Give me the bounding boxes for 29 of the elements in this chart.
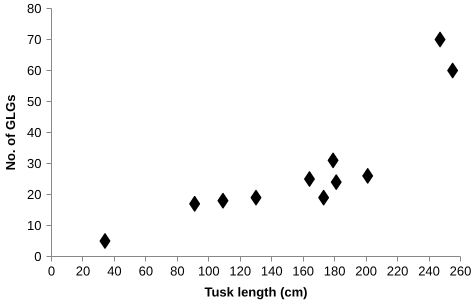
x-tick-label: 260 xyxy=(450,264,472,278)
y-tick-label: 20 xyxy=(27,187,42,202)
point xyxy=(99,233,110,249)
x-tick-label: 180 xyxy=(324,264,346,278)
y-tick-label: 50 xyxy=(27,94,42,109)
y-axis-title: No. of GLGs xyxy=(3,94,18,170)
y-tick-label: 30 xyxy=(27,156,42,171)
x-axis-title: Tusk length (cm) xyxy=(204,284,308,300)
point xyxy=(434,32,446,48)
x-tick-label: 100 xyxy=(198,264,220,278)
y-tick-label: 60 xyxy=(27,63,42,78)
y-tick-label: 10 xyxy=(27,218,42,233)
point xyxy=(304,171,315,187)
x-tick-label: 40 xyxy=(107,264,122,278)
y-tick-label: 80 xyxy=(27,1,42,16)
y-tick-label: 40 xyxy=(27,125,42,140)
y-tick-label: 0 xyxy=(34,249,42,264)
y-tick-label: 70 xyxy=(27,32,42,47)
x-tick-label: 220 xyxy=(386,264,408,278)
x-tick-label: 140 xyxy=(260,264,283,278)
x-tick-label: 80 xyxy=(170,264,185,278)
x-tick-label: 0 xyxy=(48,264,56,278)
x-tick-label: 200 xyxy=(355,264,377,278)
x-tick-label: 160 xyxy=(292,264,314,278)
point xyxy=(447,62,458,78)
x-tick-label: 20 xyxy=(76,264,90,278)
x-tick-label: 120 xyxy=(229,264,252,278)
x-tick-label: 60 xyxy=(138,264,154,278)
x-tick-label: 240 xyxy=(418,264,440,278)
